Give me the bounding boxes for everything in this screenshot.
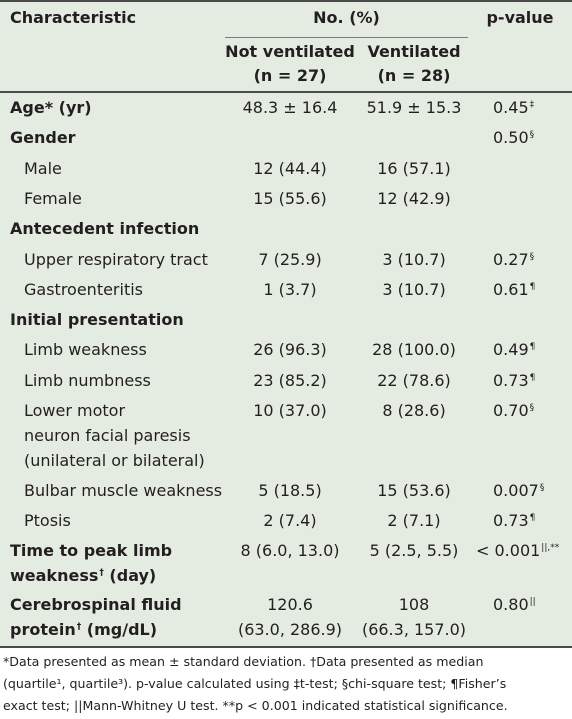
header-pvalue: p-value [486, 8, 554, 27]
row-label: Bulbar muscle weakness [24, 481, 223, 500]
header-col1-name: Not ventilated [225, 42, 355, 61]
header-characteristic: Characteristic [10, 8, 137, 27]
row-label: Cerebrospinal fluid [10, 595, 182, 614]
row-label: Antecedent infection [10, 219, 200, 238]
row-label: Initial presentation [10, 310, 184, 329]
ventilated-value: 3 (10.7) [382, 250, 446, 269]
row-label: Upper respiratory tract [24, 250, 208, 269]
p-value: 0.73¶ [493, 511, 536, 530]
row-label: Ptosis [24, 511, 71, 530]
ventilated-range: (66.3, 157.0) [361, 620, 467, 639]
not-ventilated-value: 12 (44.4) [253, 159, 327, 178]
header-col1-n: (n = 27) [253, 66, 327, 85]
ventilated-value: 22 (78.6) [377, 371, 451, 390]
table-bottom-rule [0, 646, 572, 648]
row-label: Female [24, 189, 82, 208]
p-value: 0.007§ [493, 481, 545, 500]
ventilated-value: 3 (10.7) [382, 280, 446, 299]
row-label: Time to peak limb [10, 541, 173, 560]
not-ventilated-value: 10 (37.0) [253, 401, 327, 420]
ventilated-value: 16 (57.1) [377, 159, 451, 178]
p-value: 0.49¶ [493, 340, 536, 359]
row-label: Lower motor [24, 401, 126, 420]
row-label-line-2: protein† (mg/dL) [10, 620, 158, 639]
p-value: 0.50§ [493, 128, 535, 147]
header-col2-n: (n = 28) [377, 66, 451, 85]
p-value: 0.73¶ [493, 371, 536, 390]
ventilated-value: 2 (7.1) [387, 511, 441, 530]
p-value: 0.45‡ [493, 98, 535, 117]
row-label-line-3: (unilateral or bilateral) [24, 451, 205, 470]
ventilated-value: 15 (53.6) [377, 481, 451, 500]
footnote-line: (quartile¹, quartile³). p-value calculat… [3, 676, 507, 691]
not-ventilated-value: 15 (55.6) [253, 189, 327, 208]
row-label: Gender [10, 128, 76, 147]
not-ventilated-value: 48.3 ± 16.4 [242, 98, 338, 117]
footnote-line: *Data presented as mean ± standard devia… [3, 654, 484, 669]
row-label: Male [24, 159, 62, 178]
row-label: Age* (yr) [10, 98, 92, 117]
ventilated-value: 28 (100.0) [372, 340, 456, 359]
p-value: 0.70§ [493, 401, 535, 420]
not-ventilated-value: 8 (6.0, 13.0) [240, 541, 340, 560]
ventilated-value: 51.9 ± 15.3 [366, 98, 462, 117]
header-group-rule [225, 37, 468, 38]
row-label: Limb weakness [24, 340, 147, 359]
footnote-line: exact test; ||Mann-Whitney U test. **p <… [3, 698, 508, 713]
ventilated-value: 108 [398, 595, 430, 614]
not-ventilated-value: 1 (3.7) [263, 280, 317, 299]
not-ventilated-value: 26 (96.3) [253, 340, 327, 359]
not-ventilated-value: 23 (85.2) [253, 371, 327, 390]
p-value: 0.80|| [493, 595, 536, 614]
table-top-rule [0, 0, 572, 2]
not-ventilated-value: 2 (7.4) [263, 511, 317, 530]
row-label: Limb numbness [24, 371, 151, 390]
not-ventilated-value: 120.6 [267, 595, 313, 614]
row-label: Gastroenteritis [24, 280, 144, 299]
header-group: No. (%) [313, 8, 380, 27]
row-label-line-2: weakness† (day) [10, 566, 157, 585]
not-ventilated-value: 5 (18.5) [258, 481, 322, 500]
p-value: 0.27§ [493, 250, 535, 269]
header-bottom-rule [0, 91, 572, 93]
not-ventilated-range: (63.0, 286.9) [237, 620, 343, 639]
results-table: Characteristic No. (%) p-value Not venti… [0, 0, 572, 646]
ventilated-value: 8 (28.6) [382, 401, 446, 420]
p-value: < 0.001||,** [476, 541, 560, 560]
not-ventilated-value: 7 (25.9) [258, 250, 322, 269]
header-col2-name: Ventilated [367, 42, 461, 61]
ventilated-value: 5 (2.5, 5.5) [369, 541, 459, 560]
row-label-line-2: neuron facial paresis [24, 426, 191, 445]
ventilated-value: 12 (42.9) [377, 189, 451, 208]
table-footnote: *Data presented as mean ± standard devia… [3, 651, 569, 717]
p-value: 0.61¶ [493, 280, 536, 299]
